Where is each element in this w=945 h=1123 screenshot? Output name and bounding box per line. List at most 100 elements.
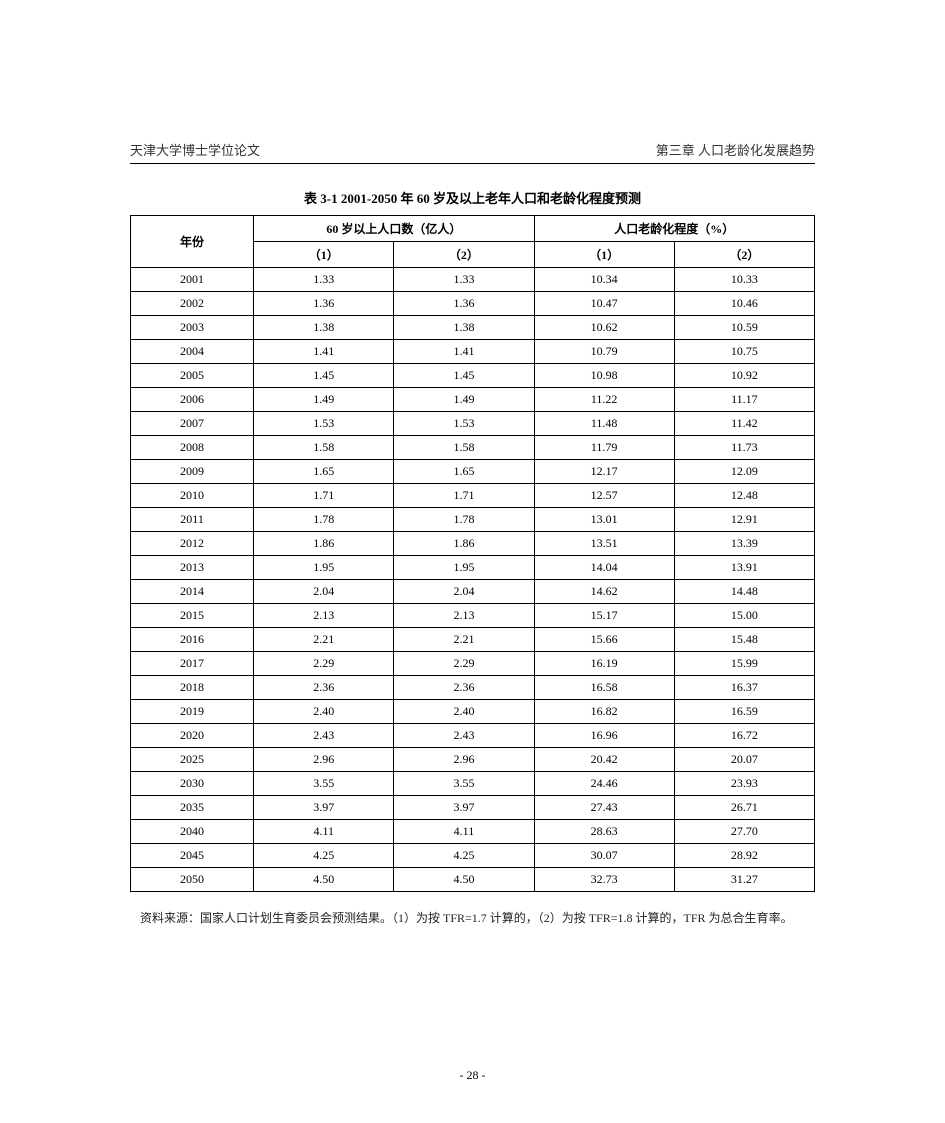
table-cell: 1.58 [254,436,394,460]
table-cell: 15.48 [674,628,814,652]
table-cell: 3.97 [394,796,534,820]
table-cell: 10.46 [674,292,814,316]
table-row: 20404.114.1128.6327.70 [131,820,815,844]
table-cell: 2045 [131,844,254,868]
table-cell: 2012 [131,532,254,556]
table-row: 20091.651.6512.1712.09 [131,460,815,484]
table-cell: 1.78 [394,508,534,532]
table-row: 20101.711.7112.5712.48 [131,484,815,508]
data-table: 年份 60 岁以上人口数（亿人） 人口老龄化程度（%） （1） （2） （1） … [130,215,815,892]
table-cell: 10.59 [674,316,814,340]
table-cell: 2017 [131,652,254,676]
table-cell: 1.86 [394,532,534,556]
table-cell: 4.25 [254,844,394,868]
table-cell: 1.95 [394,556,534,580]
table-cell: 1.36 [254,292,394,316]
table-cell: 2.21 [254,628,394,652]
table-cell: 2005 [131,364,254,388]
table-cell: 2.36 [394,676,534,700]
table-cell: 2002 [131,292,254,316]
table-cell: 1.71 [254,484,394,508]
table-row: 20111.781.7813.0112.91 [131,508,815,532]
table-cell: 2.96 [394,748,534,772]
sub-col-3: （1） [534,242,674,268]
table-cell: 32.73 [534,868,674,892]
table-cell: 2.43 [394,724,534,748]
table-cell: 12.57 [534,484,674,508]
table-cell: 2.43 [254,724,394,748]
table-cell: 11.22 [534,388,674,412]
table-cell: 2004 [131,340,254,364]
table-row: 20353.973.9727.4326.71 [131,796,815,820]
col-year: 年份 [131,216,254,268]
table-row: 20202.432.4316.9616.72 [131,724,815,748]
table-cell: 23.93 [674,772,814,796]
table-cell: 16.96 [534,724,674,748]
col-group-pop: 60 岁以上人口数（亿人） [254,216,534,242]
table-cell: 10.34 [534,268,674,292]
table-cell: 31.27 [674,868,814,892]
table-row: 20061.491.4911.2211.17 [131,388,815,412]
table-cell: 11.79 [534,436,674,460]
table-cell: 2.96 [254,748,394,772]
header-left: 天津大学博士学位论文 [130,140,260,159]
footnote: 资料来源：国家人口计划生育委员会预测结果。（1）为按 TFR=1.7 计算的，（… [130,906,815,930]
table-cell: 1.45 [254,364,394,388]
table-cell: 1.71 [394,484,534,508]
table-cell: 1.33 [394,268,534,292]
table-cell: 14.04 [534,556,674,580]
table-cell: 10.33 [674,268,814,292]
table-cell: 11.17 [674,388,814,412]
table-cell: 2.29 [394,652,534,676]
table-cell: 12.17 [534,460,674,484]
table-cell: 1.95 [254,556,394,580]
header-right: 第三章 人口老龄化发展趋势 [656,140,815,159]
table-cell: 2.40 [394,700,534,724]
table-cell: 16.58 [534,676,674,700]
table-cell: 1.78 [254,508,394,532]
table-cell: 27.70 [674,820,814,844]
table-cell: 2035 [131,796,254,820]
table-cell: 2.04 [254,580,394,604]
table-cell: 13.91 [674,556,814,580]
table-cell: 2030 [131,772,254,796]
table-cell: 2009 [131,460,254,484]
table-cell: 1.53 [254,412,394,436]
table-row: 20252.962.9620.4220.07 [131,748,815,772]
table-cell: 10.47 [534,292,674,316]
table-cell: 20.42 [534,748,674,772]
table-row: 20121.861.8613.5113.39 [131,532,815,556]
table-cell: 2008 [131,436,254,460]
table-cell: 16.82 [534,700,674,724]
table-cell: 11.73 [674,436,814,460]
table-cell: 16.72 [674,724,814,748]
page-header: 天津大学博士学位论文 第三章 人口老龄化发展趋势 [130,140,815,164]
table-row: 20504.504.5032.7331.27 [131,868,815,892]
table-row: 20152.132.1315.1715.00 [131,604,815,628]
table-cell: 2001 [131,268,254,292]
table-cell: 10.62 [534,316,674,340]
table-cell: 10.79 [534,340,674,364]
page-number: - 28 - [0,1068,945,1083]
table-cell: 13.51 [534,532,674,556]
table-cell: 14.62 [534,580,674,604]
table-cell: 2020 [131,724,254,748]
table-cell: 30.07 [534,844,674,868]
table-cell: 1.45 [394,364,534,388]
table-cell: 2.04 [394,580,534,604]
table-cell: 2050 [131,868,254,892]
table-cell: 20.07 [674,748,814,772]
table-cell: 16.59 [674,700,814,724]
table-cell: 1.65 [254,460,394,484]
table-cell: 11.48 [534,412,674,436]
table-cell: 2011 [131,508,254,532]
table-row: 20011.331.3310.3410.33 [131,268,815,292]
table-row: 20131.951.9514.0413.91 [131,556,815,580]
table-cell: 1.36 [394,292,534,316]
table-cell: 12.09 [674,460,814,484]
table-cell: 2.29 [254,652,394,676]
table-row: 20041.411.4110.7910.75 [131,340,815,364]
table-cell: 3.55 [394,772,534,796]
table-cell: 2040 [131,820,254,844]
table-row: 20051.451.4510.9810.92 [131,364,815,388]
